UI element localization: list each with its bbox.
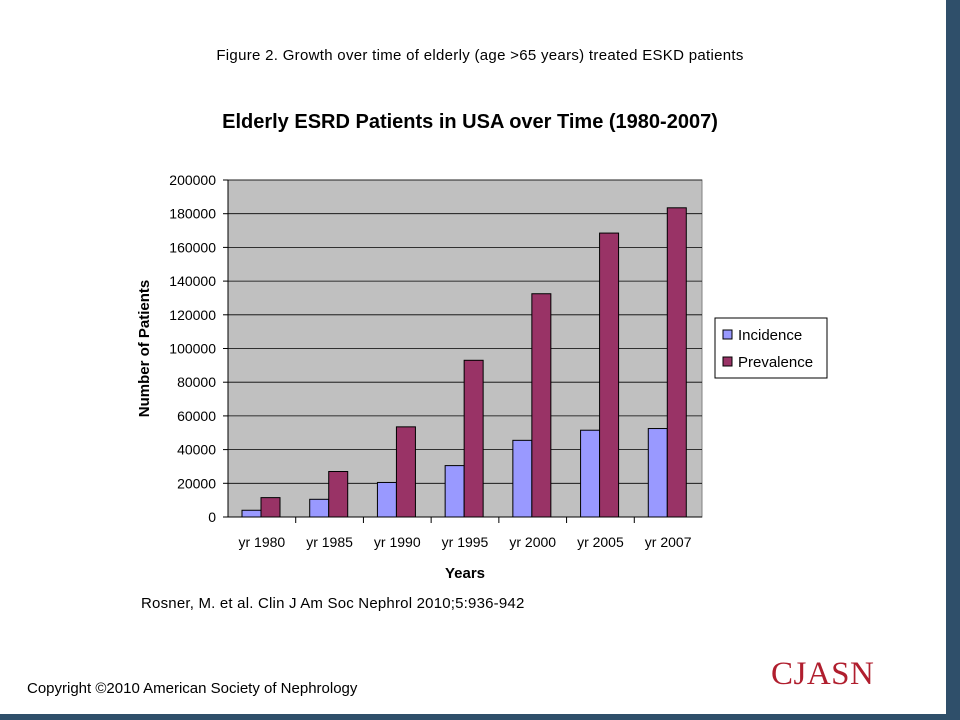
slide-right-border — [946, 0, 960, 720]
legend — [714, 317, 828, 379]
x-tick-label: yr 2007 — [645, 534, 692, 550]
bar-prevalence — [260, 497, 281, 518]
bar-prevalence — [599, 232, 620, 518]
slide-bottom-border — [0, 714, 960, 720]
bar-prevalence — [463, 359, 484, 518]
y-tick-label: 60000 — [177, 408, 216, 424]
y-tick-label: 180000 — [169, 206, 216, 222]
bar-chart: 0 20000 40000 60000 80000 100000 120000 140000 1… — [136, 172, 828, 582]
journal-logo: CJASN — [771, 656, 875, 692]
legend-label: Prevalence — [738, 354, 813, 371]
x-tick-label: yr 1990 — [374, 534, 421, 550]
y-tick-label: 160000 — [169, 239, 216, 255]
legend-swatch-prevalence — [722, 356, 733, 367]
legend-swatch-incidence — [722, 329, 733, 340]
bar-incidence — [241, 509, 262, 518]
figure-caption: Figure 2. Growth over time of elderly (a… — [216, 47, 744, 64]
bar-prevalence — [666, 207, 687, 518]
bar-incidence — [647, 428, 668, 518]
y-tick-label: 200000 — [169, 172, 216, 188]
x-tick-label: yr 1980 — [239, 534, 286, 550]
bar-incidence — [512, 439, 533, 518]
bar-incidence — [376, 481, 397, 518]
x-tick-label: yr 2000 — [509, 534, 556, 550]
chart-title: Elderly ESRD Patients in USA over Time (… — [222, 111, 718, 133]
y-tick-label: 120000 — [169, 307, 216, 323]
x-tick-label: yr 1985 — [306, 534, 353, 550]
x-tick-label: yr 2005 — [577, 534, 624, 550]
bar-prevalence — [531, 293, 552, 518]
y-tick-label: 40000 — [177, 442, 216, 458]
citation: Rosner, M. et al. Clin J Am Soc Nephrol … — [141, 595, 525, 612]
y-tick-label: 100000 — [169, 341, 216, 357]
bar-incidence — [580, 429, 601, 518]
x-axis-title: Years — [445, 565, 485, 582]
y-tick-label: 140000 — [169, 273, 216, 289]
x-tick-label: yr 1995 — [442, 534, 489, 550]
y-tick-label: 20000 — [177, 475, 216, 491]
legend-label: Incidence — [738, 327, 802, 344]
bar-incidence — [309, 498, 330, 518]
bar-incidence — [444, 465, 465, 518]
copyright-notice: Copyright ©2010 American Society of Neph… — [27, 680, 358, 697]
y-tick-label: 80000 — [177, 374, 216, 390]
bar-prevalence — [328, 471, 349, 518]
y-tick-label: 0 — [208, 509, 216, 525]
y-axis-title: Number of Patients — [136, 280, 153, 418]
bar-prevalence — [395, 426, 416, 518]
